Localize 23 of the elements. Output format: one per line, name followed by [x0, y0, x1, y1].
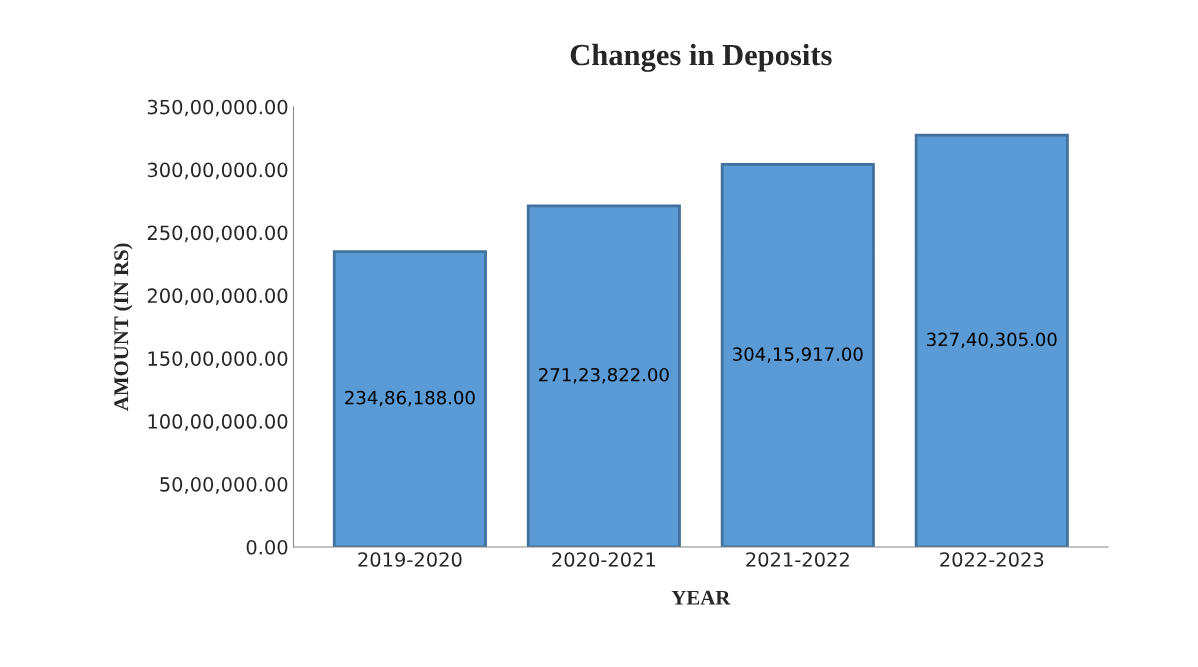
- data-label: 271,23,822.00: [539, 367, 669, 384]
- y-tick-label: 100,00,000.00: [148, 414, 288, 431]
- data-label: 304,15,917.00: [733, 347, 863, 363]
- y-tick-label: 150,00,000.00: [148, 351, 288, 368]
- x-axis-title: YEAR: [671, 590, 731, 605]
- y-tick-label: 350,00,000.00: [147, 99, 288, 117]
- y-axis-title: AMOUNT (IN RS): [113, 243, 133, 411]
- bar: [526, 204, 681, 547]
- chart-title: Changes in Deposits: [570, 43, 832, 72]
- y-tick-label: 0.00: [246, 539, 288, 555]
- y-tick-label: 250,00,000.00: [147, 225, 288, 243]
- x-tick-label: 2021-2022: [746, 552, 849, 567]
- y-tick-label: 300,00,000.00: [147, 162, 288, 180]
- y-tick-label: 50,00,000.00: [160, 477, 288, 494]
- x-tick-label: 2019-2020: [358, 552, 462, 567]
- x-tick-label: 2022-2023: [940, 552, 1044, 567]
- data-label: 234,86,188.00: [345, 390, 475, 407]
- y-tick-label: 200,00,000.00: [147, 288, 288, 306]
- bar: [914, 133, 1069, 547]
- x-tick-label: 2020-2021: [552, 552, 656, 567]
- bar: [720, 162, 875, 547]
- data-label: 327,40,305.00: [927, 332, 1057, 349]
- bar: [332, 250, 487, 547]
